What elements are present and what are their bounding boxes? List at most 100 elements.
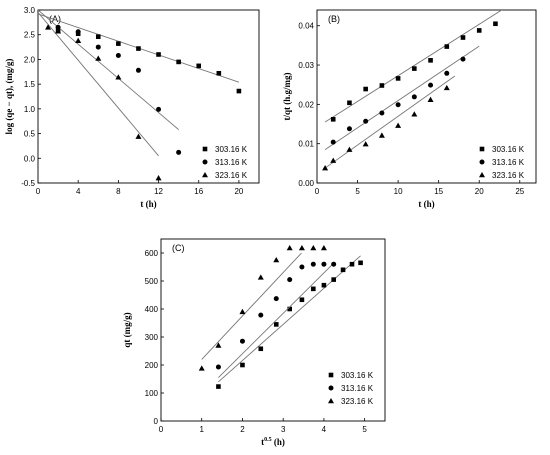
legend-label: 313.16 K: [341, 384, 374, 393]
x-tick-label: 10: [394, 187, 403, 196]
x-tick-label: 15: [434, 187, 443, 196]
y-tick-label: 3.0: [24, 6, 36, 15]
data-point-triangle: [273, 257, 280, 263]
series-circle: [324, 45, 480, 150]
data-point-circle: [310, 261, 316, 267]
legend: 303.16 K 313.16 K 323.16 K: [202, 145, 248, 180]
data-point-triangle: [215, 342, 222, 348]
legend-label: 303.16 K: [341, 371, 374, 380]
y-tick-label: 0.0: [24, 154, 36, 163]
data-point-square: [311, 286, 316, 292]
x-tick-label: 0: [36, 187, 41, 196]
data-point-square: [116, 41, 121, 46]
chart-panel-1: 0 4 8 12 16 20 -0.5 0.0 0.5 1.0 1.5 2.0 2.5 3.0 (A) t (…: [4, 6, 260, 209]
data-point-square: [240, 362, 245, 368]
y-tick-label: 100: [145, 389, 159, 398]
x-tick-label: 2: [240, 425, 245, 434]
y-axis-label: t/qt (h.g/mg): [282, 73, 292, 121]
x-tick-label: 25: [515, 187, 524, 196]
data-point-triangle: [135, 133, 142, 139]
data-point-square: [287, 306, 292, 312]
legend: 303.16 K 313.16 K 323.16 K: [479, 145, 525, 180]
data-point-square: [379, 83, 385, 88]
x-tick-label: 20: [234, 187, 243, 196]
data-point-circle: [176, 149, 182, 155]
data-point-square: [196, 63, 202, 69]
x-axis-label: t (h): [418, 199, 434, 209]
series-circle: [38, 10, 182, 155]
y-tick-label: 300: [145, 333, 159, 342]
fit-line: [218, 255, 361, 383]
data-point-circle: [428, 82, 434, 88]
fit-line: [324, 75, 456, 169]
data-point-triangle: [155, 175, 162, 181]
legend-marker-triangle: [328, 398, 334, 404]
data-point-square: [363, 86, 368, 92]
y-tick-label: 400: [145, 305, 159, 314]
y-tick-label: 2.0: [24, 55, 36, 64]
fit-line: [324, 10, 503, 123]
data-point-circle: [55, 24, 61, 30]
data-point-triangle: [239, 308, 246, 315]
data-point-triangle: [310, 244, 317, 251]
data-point-square: [331, 277, 336, 282]
y-tick-label: 200: [145, 361, 159, 370]
data-point-circle: [95, 44, 101, 50]
data-point-circle: [156, 106, 162, 112]
data-point-triangle: [45, 24, 52, 30]
data-point-triangle: [395, 122, 402, 128]
legend-label: 323.16 K: [492, 171, 525, 180]
data-point-square: [444, 44, 450, 49]
series-square: [38, 13, 242, 94]
data-point-triangle: [362, 141, 369, 147]
data-point-circle: [299, 264, 305, 270]
x-tick-label: 5: [362, 425, 367, 434]
data-point-triangle: [286, 244, 293, 251]
y-tick-label: 2.5: [24, 31, 36, 40]
data-point-square: [347, 100, 352, 106]
data-point-square: [176, 59, 181, 65]
x-axis-label: t (h): [140, 199, 156, 209]
data-point-circle: [135, 67, 141, 73]
panel-label: (A): [49, 14, 61, 24]
data-point-circle: [115, 52, 121, 58]
x-tick-label: 12: [154, 187, 163, 196]
data-point-circle: [258, 312, 264, 318]
x-tick-label: 5: [355, 187, 360, 196]
data-point-triangle: [378, 132, 385, 138]
data-point-triangle: [75, 37, 82, 43]
legend-label: 303.16 K: [215, 145, 248, 154]
y-axis-label: log (qe − qt), (mg/g): [4, 59, 14, 135]
y-tick-label: -0.5: [21, 179, 35, 188]
data-point-triangle: [115, 74, 122, 80]
y-tick-label: 0.03: [298, 61, 314, 70]
data-point-square: [476, 28, 482, 33]
plot-frame: [160, 238, 386, 422]
data-point-circle: [444, 70, 450, 76]
data-point-triangle: [411, 111, 418, 117]
x-tick-label: 3: [281, 425, 286, 434]
chart-panel-2: 0 5 10 15 20 25 0.00 0.01 0.02 0.03 0.04 (B) t (h) t/…: [282, 9, 537, 209]
y-axis-label: qt (mg/g): [122, 312, 132, 347]
plot-frame: [316, 9, 537, 184]
y-tick-label: 0.00: [298, 179, 314, 188]
series-triangle: [322, 75, 456, 171]
y-tick-label: 1.0: [24, 105, 36, 114]
y-tick-label: 0.02: [298, 100, 314, 109]
data-point-square: [340, 267, 346, 273]
y-tick-label: 0.5: [24, 130, 36, 139]
series-circle: [215, 261, 337, 378]
data-point-circle: [395, 102, 401, 108]
data-point-square: [258, 346, 264, 352]
data-point-circle: [460, 56, 466, 62]
data-point-square: [412, 66, 417, 71]
legend-label: 313.16 K: [492, 158, 525, 167]
series-triangle: [38, 12, 162, 181]
data-point-triangle: [320, 244, 327, 251]
x-tick-label: 16: [194, 187, 203, 196]
legend-marker-triangle: [202, 172, 208, 178]
legend-label: 323.16 K: [215, 171, 248, 180]
y-tick-label: 0.01: [298, 140, 314, 149]
y-tick-label: 500: [145, 277, 159, 286]
x-tick-label: 0: [315, 187, 320, 196]
